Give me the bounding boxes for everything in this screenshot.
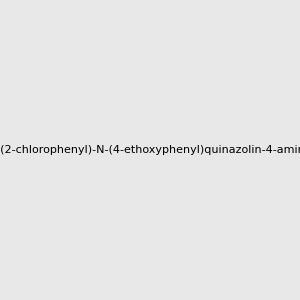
Text: 2-(2-chlorophenyl)-N-(4-ethoxyphenyl)quinazolin-4-amine: 2-(2-chlorophenyl)-N-(4-ethoxyphenyl)qui… [0, 145, 300, 155]
